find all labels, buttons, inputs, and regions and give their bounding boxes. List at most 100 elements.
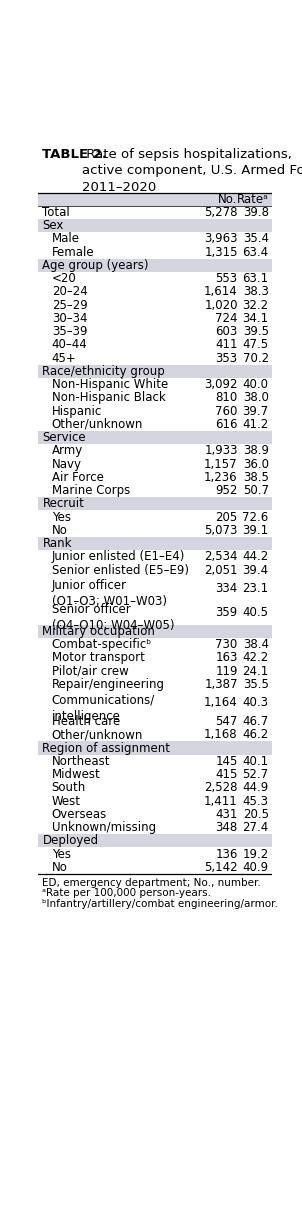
Text: Rateᵃ: Rateᵃ (237, 193, 269, 205)
Text: Female: Female (52, 246, 94, 258)
Text: Region of assignment: Region of assignment (42, 741, 170, 754)
Text: 431: 431 (215, 807, 238, 821)
Text: 63.4: 63.4 (243, 246, 269, 258)
Text: 20.5: 20.5 (243, 807, 269, 821)
Bar (38, 741, 272, 754)
Text: Non-Hispanic White: Non-Hispanic White (52, 378, 168, 391)
Text: Hispanic: Hispanic (52, 404, 102, 418)
Text: Air Force: Air Force (52, 471, 104, 484)
Text: 24.1: 24.1 (243, 665, 269, 677)
Bar (38, 457, 272, 471)
Text: 810: 810 (215, 391, 238, 404)
Text: 145: 145 (215, 754, 238, 768)
Text: 40.5: 40.5 (243, 606, 269, 619)
Text: 730: 730 (215, 639, 238, 651)
Text: 359: 359 (215, 606, 238, 619)
Text: 1,020: 1,020 (204, 298, 238, 311)
Text: 52.7: 52.7 (243, 768, 269, 781)
Bar (38, 258, 272, 272)
Bar (38, 391, 272, 404)
Text: 1,157: 1,157 (204, 457, 238, 471)
Text: 45.3: 45.3 (243, 794, 269, 807)
Text: 38.5: 38.5 (243, 471, 269, 484)
Bar (38, 497, 272, 511)
Text: 411: 411 (215, 338, 238, 351)
Bar (38, 245, 272, 258)
Text: 20–24: 20–24 (52, 285, 88, 298)
Text: Other/unknown: Other/unknown (52, 728, 143, 741)
Text: Northeast: Northeast (52, 754, 110, 768)
Text: Unknown/missing: Unknown/missing (52, 821, 156, 834)
Text: 19.2: 19.2 (243, 847, 269, 861)
Text: 35.4: 35.4 (243, 233, 269, 245)
Text: Male: Male (52, 233, 80, 245)
Text: 348: 348 (215, 821, 238, 834)
Text: No.: No. (218, 193, 238, 205)
Text: 760: 760 (215, 404, 238, 418)
Text: Yes: Yes (52, 511, 71, 524)
Text: 334: 334 (215, 582, 238, 595)
Text: 1,315: 1,315 (204, 246, 238, 258)
Text: Marine Corps: Marine Corps (52, 484, 130, 497)
Text: 39.4: 39.4 (243, 564, 269, 577)
Text: 72.6: 72.6 (243, 511, 269, 524)
Text: 38.4: 38.4 (243, 639, 269, 651)
Text: Total: Total (42, 206, 70, 218)
Text: West: West (52, 794, 81, 807)
Bar (38, 677, 272, 690)
Text: ᵇInfantry/artillery/combat engineering/armor.: ᵇInfantry/artillery/combat engineering/a… (42, 898, 278, 909)
Bar (38, 577, 272, 601)
Text: 724: 724 (215, 311, 238, 325)
Text: 5,278: 5,278 (204, 206, 238, 218)
Text: 5,142: 5,142 (204, 861, 238, 874)
Text: ED, emergency department; No., number.: ED, emergency department; No., number. (42, 877, 261, 887)
Bar (38, 471, 272, 484)
Text: 1,387: 1,387 (204, 678, 238, 690)
Text: 1,614: 1,614 (204, 285, 238, 298)
Text: 25–29: 25–29 (52, 298, 88, 311)
Text: 42.2: 42.2 (243, 652, 269, 664)
Text: Junior enlisted (E1–E4): Junior enlisted (E1–E4) (52, 550, 185, 564)
Text: 34.1: 34.1 (243, 311, 269, 325)
Text: Health care: Health care (52, 715, 120, 728)
Text: 35.5: 35.5 (243, 678, 269, 690)
Text: 35–39: 35–39 (52, 325, 87, 338)
Text: 2,528: 2,528 (204, 781, 238, 794)
Text: Non-Hispanic Black: Non-Hispanic Black (52, 391, 165, 404)
Text: 38.9: 38.9 (243, 444, 269, 457)
Text: Rank: Rank (42, 537, 72, 550)
Text: Yes: Yes (52, 847, 71, 861)
Text: 46.7: 46.7 (243, 715, 269, 728)
Text: Military occupation: Military occupation (42, 625, 155, 637)
Text: 136: 136 (215, 847, 238, 861)
Text: 47.5: 47.5 (243, 338, 269, 351)
Bar (38, 206, 272, 218)
Text: 2,051: 2,051 (204, 564, 238, 577)
Text: 3,092: 3,092 (204, 378, 238, 391)
Bar (38, 365, 272, 378)
Text: Pilot/air crew: Pilot/air crew (52, 665, 128, 677)
Text: No: No (52, 861, 68, 874)
Bar (38, 768, 272, 781)
Text: 3,963: 3,963 (204, 233, 238, 245)
Text: Motor transport: Motor transport (52, 652, 145, 664)
Text: 39.7: 39.7 (243, 404, 269, 418)
Bar (38, 564, 272, 577)
Text: 27.4: 27.4 (243, 821, 269, 834)
Text: TABLE 2.: TABLE 2. (42, 148, 108, 161)
Text: 36.0: 36.0 (243, 457, 269, 471)
Bar (38, 834, 272, 847)
Bar (38, 625, 272, 639)
Text: 547: 547 (215, 715, 238, 728)
Text: 44.9: 44.9 (243, 781, 269, 794)
Bar (38, 285, 272, 298)
Bar (38, 218, 272, 232)
Text: Other/unknown: Other/unknown (52, 418, 143, 431)
Text: Sex: Sex (42, 220, 64, 232)
Text: 40.1: 40.1 (243, 754, 269, 768)
Text: <20: <20 (52, 272, 76, 285)
Bar (38, 781, 272, 794)
Bar (38, 794, 272, 807)
Text: 1,168: 1,168 (204, 728, 238, 741)
Text: 163: 163 (215, 652, 238, 664)
